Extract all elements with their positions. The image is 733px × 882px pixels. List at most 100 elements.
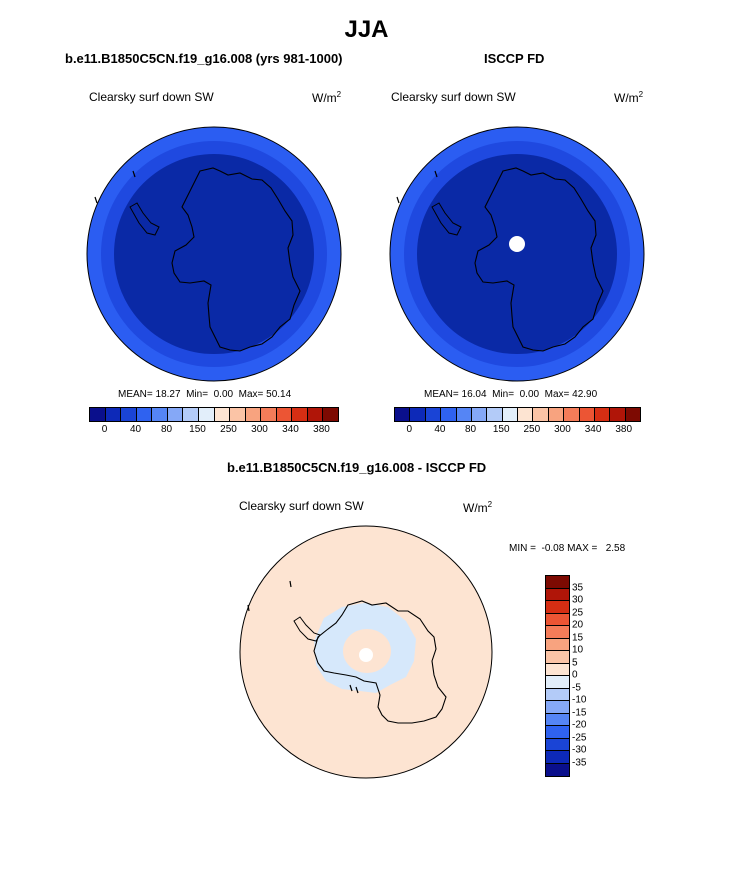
colorbar-swatch	[183, 408, 199, 421]
colorbar-tick-label: -15	[572, 707, 587, 718]
season-title: JJA	[344, 16, 389, 43]
panel1-polar-map	[86, 126, 342, 382]
colorbar-tick-label: -10	[572, 694, 587, 706]
colorbar-swatch	[546, 576, 569, 589]
colorbar-tick-label: 250	[220, 424, 237, 435]
colorbar-swatch	[121, 408, 137, 421]
panel2-antarctica-coastline	[396, 167, 604, 352]
colorbar-swatch	[546, 651, 569, 664]
diff-variable-label: Clearsky surf down SW	[239, 499, 364, 513]
colorbar-swatch	[564, 408, 580, 421]
colorbar-tick-label: 40	[129, 424, 142, 435]
diff-polar-map	[239, 525, 493, 779]
colorbar-swatch	[214, 408, 231, 421]
colorbar-tick-label: 40	[434, 424, 446, 435]
colorbar-swatch	[546, 676, 569, 689]
colorbar-swatch	[546, 713, 569, 726]
colorbar-swatch	[261, 408, 277, 421]
colorbar-swatch	[198, 408, 215, 421]
colorbar-swatch	[276, 408, 293, 421]
colorbar-swatch	[579, 408, 595, 421]
colorbar-swatch	[323, 408, 338, 421]
colorbar-swatch	[546, 738, 569, 751]
colorbar-swatch	[546, 613, 569, 626]
colorbar-tick-label: 150	[189, 424, 206, 435]
colorbar-tick-label: 0	[406, 424, 413, 435]
panel1-inner-band	[114, 154, 314, 354]
panel1-antarctica-coastline	[94, 167, 301, 352]
panel1-case-title: b.e11.B1850C5CN.f19_g16.008 (yrs 981-100…	[65, 51, 343, 66]
colorbar-swatch	[487, 408, 503, 421]
colorbar-swatch	[546, 701, 569, 714]
colorbar-tick-label: 300	[554, 424, 571, 435]
panel1-colorbar-labels: 0 40 80 150 250 300 340 380	[89, 424, 337, 438]
diff-colorbar	[545, 575, 570, 777]
colorbar-swatch	[610, 408, 626, 421]
colorbar-swatch	[594, 408, 611, 421]
colorbar-tick-label: 80	[160, 424, 173, 435]
panel2-polar-map	[389, 126, 645, 382]
colorbar-tick-label: 250	[523, 424, 541, 435]
panel2-variable-label: Clearsky surf down SW	[391, 90, 516, 104]
colorbar-swatch	[548, 408, 565, 421]
colorbar-swatch	[245, 408, 262, 421]
colorbar-tick-label: 25	[572, 607, 584, 618]
colorbar-swatch	[502, 408, 518, 421]
colorbar-tick-label: 15	[572, 632, 584, 643]
colorbar-swatch	[136, 408, 153, 421]
colorbar-swatch	[546, 601, 569, 614]
diff-units: W/m2	[463, 500, 493, 515]
colorbar-tick-label: -30	[572, 744, 587, 756]
colorbar-swatch	[292, 408, 308, 421]
colorbar-swatch	[152, 408, 168, 421]
colorbar-swatch	[395, 408, 411, 421]
colorbar-swatch	[546, 763, 569, 776]
colorbar-tick-label: -35	[572, 757, 587, 768]
colorbar-swatch	[546, 626, 569, 639]
panel1-colorbar	[89, 407, 339, 422]
panel2-colorbar-labels: 0 40 80 150 250 300 340 380	[394, 424, 639, 438]
colorbar-tick-label: 35	[572, 582, 584, 593]
diff-pole-missing-data	[359, 648, 373, 662]
colorbar-tick-label: 20	[572, 619, 584, 631]
colorbar-swatch	[167, 408, 184, 421]
colorbar-swatch	[456, 408, 472, 421]
colorbar-swatch	[533, 408, 549, 421]
panel2-pole-missing-data	[509, 236, 525, 252]
diff-stats: MIN = -0.08 MAX = 2.58	[509, 543, 626, 554]
colorbar-swatch	[90, 408, 106, 421]
panel2-colorbar	[394, 407, 641, 422]
colorbar-tick-label: 80	[465, 424, 477, 435]
colorbar-swatch	[546, 751, 569, 764]
colorbar-swatch	[625, 408, 640, 421]
colorbar-swatch	[307, 408, 324, 421]
colorbar-tick-label: 10	[572, 644, 584, 656]
colorbar-swatch	[546, 663, 569, 676]
panel1-variable-label: Clearsky surf down SW	[89, 90, 214, 104]
colorbar-tick-label: 150	[492, 424, 510, 435]
colorbar-tick-label: 30	[572, 594, 584, 606]
diff-antarctica-coastline	[247, 580, 447, 724]
colorbar-swatch	[230, 408, 246, 421]
colorbar-tick-label: -5	[572, 682, 581, 693]
colorbar-tick-label: 340	[282, 424, 299, 435]
colorbar-swatch	[546, 688, 569, 701]
colorbar-swatch	[425, 408, 442, 421]
colorbar-swatch	[546, 588, 569, 601]
colorbar-tick-label: 380	[313, 424, 330, 435]
colorbar-tick-label: 340	[584, 424, 602, 435]
panel2-units: W/m2	[614, 90, 644, 105]
diff-title: b.e11.B1850C5CN.f19_g16.008 - ISCCP FD	[227, 460, 487, 475]
colorbar-tick-label: 300	[251, 424, 268, 435]
colorbar-swatch	[410, 408, 426, 421]
panel2-case-title: ISCCP FD	[484, 51, 545, 66]
colorbar-tick-label: -20	[572, 719, 587, 731]
diff-colorbar-labels: 35 30 25 20 15 10 5 0 -5 -10 -15 -20 -25 -30 -35	[572, 575, 612, 775]
panel1-stats: MEAN= 18.27 Min= 0.00 Max= 50.14	[118, 389, 292, 400]
colorbar-tick-label: 380	[615, 424, 633, 435]
colorbar-swatch	[546, 726, 569, 739]
colorbar-tick-label: 0	[572, 669, 578, 681]
colorbar-tick-label: 5	[572, 657, 578, 668]
colorbar-swatch	[105, 408, 122, 421]
colorbar-swatch	[441, 408, 457, 421]
